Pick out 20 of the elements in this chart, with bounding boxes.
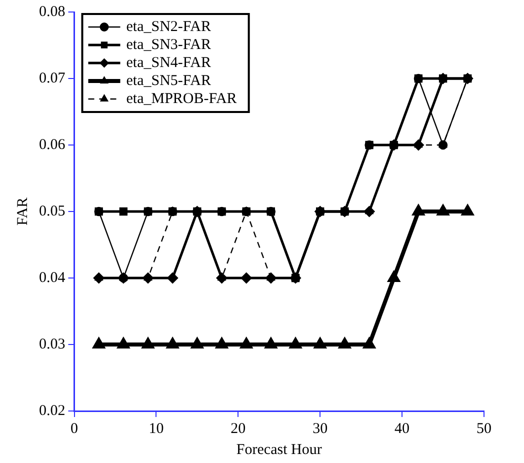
x-tick-label: 20 [230,420,246,437]
y-tick-label: 0.05 [39,203,66,220]
legend-label: eta_SN2-FAR [126,18,211,35]
legend-label: eta_MPROB-FAR [126,90,237,107]
x-tick-label: 0 [70,420,78,437]
x-tick-label: 10 [148,420,164,437]
y-tick-label: 0.07 [39,70,66,86]
y-tick-label: 0.06 [39,136,66,153]
x-tick-label: 40 [394,420,410,437]
y-tick-label: 0.04 [39,270,66,286]
x-tick-label: 30 [312,420,328,437]
legend-label: eta_SN3-FAR [126,36,211,53]
legend-label: eta_SN5-FAR [126,72,211,89]
x-axis-title: Forecast Hour [236,442,322,458]
y-tick-label: 0.03 [39,336,66,352]
y-tick-label: 0.08 [39,4,66,20]
y-axis-title: FAR [14,197,31,226]
legend-label: eta_SN4-FAR [126,54,211,71]
y-tick-label: 0.02 [39,402,66,419]
x-tick-label: 50 [476,420,492,437]
